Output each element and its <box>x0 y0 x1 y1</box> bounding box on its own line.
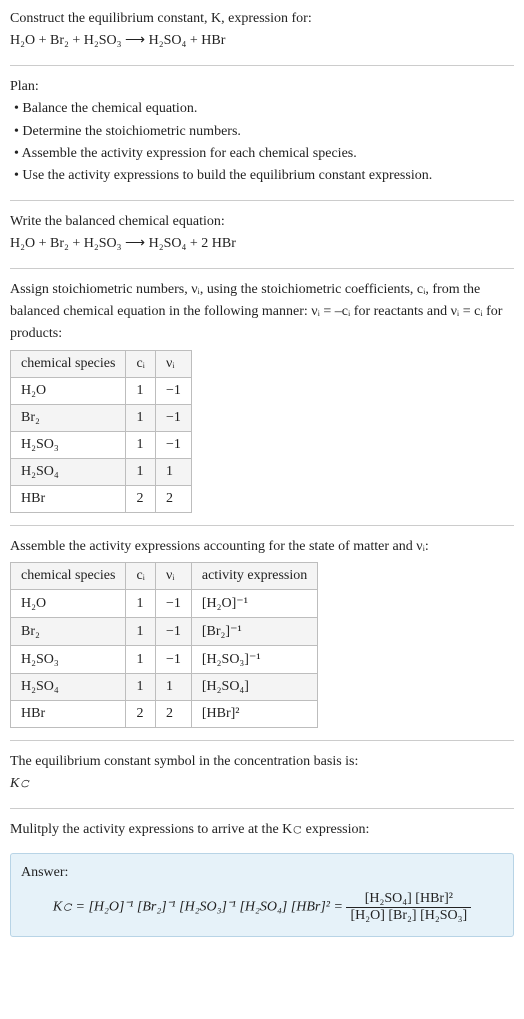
table-header: cᵢ <box>126 563 156 590</box>
table-cell: −1 <box>155 431 191 458</box>
eqsymbol-text: The equilibrium constant symbol in the c… <box>10 751 514 773</box>
table-cell: 1 <box>126 377 156 404</box>
table-cell: 1 <box>126 431 156 458</box>
table-header: activity expression <box>191 563 317 590</box>
answer-lhs: K𝚌 = [H₂O]⁻¹ [Br₂]⁻¹ [H₂SO₃]⁻¹ [H₂SO₄] [… <box>53 899 347 914</box>
table-cell: 1 <box>126 674 156 701</box>
activity-block: Assemble the activity expressions accoun… <box>10 536 514 728</box>
table-cell: −1 <box>155 618 191 646</box>
plan-item: • Determine the stoichiometric numbers. <box>10 121 514 143</box>
table-header: chemical species <box>11 563 126 590</box>
table-row: H₂O 1 −1 [H₂O]⁻¹ <box>11 590 318 618</box>
table-cell: HBr <box>11 485 126 512</box>
table-row: Br₂ 1 −1 <box>11 404 192 431</box>
answer-box: Answer: K𝚌 = [H₂O]⁻¹ [Br₂]⁻¹ [H₂SO₃]⁻¹ [… <box>10 853 514 936</box>
table-header: νᵢ <box>155 350 191 377</box>
table-cell: [H₂SO₄] <box>191 674 317 701</box>
balanced-block: Write the balanced chemical equation: H₂… <box>10 211 514 256</box>
table-cell: H₂SO₄ <box>11 674 126 701</box>
plan-item: • Balance the chemical equation. <box>10 98 514 120</box>
table-cell: H₂SO₃ <box>11 646 126 674</box>
plan-item: • Assemble the activity expression for e… <box>10 143 514 165</box>
table-cell: −1 <box>155 590 191 618</box>
divider <box>10 200 514 201</box>
plan-heading: Plan: <box>10 76 514 98</box>
divider <box>10 808 514 809</box>
table-cell: 2 <box>155 485 191 512</box>
plan-item: • Use the activity expressions to build … <box>10 165 514 187</box>
divider <box>10 525 514 526</box>
balanced-equation: H₂O + Br₂ + H₂SO₃ ⟶ H₂SO₄ + 2 HBr <box>10 233 514 255</box>
activity-table: chemical species cᵢ νᵢ activity expressi… <box>10 562 318 728</box>
table-row: H₂SO₄ 1 1 <box>11 458 192 485</box>
table-header: chemical species <box>11 350 126 377</box>
answer-label: Answer: <box>21 862 503 884</box>
eqsymbol-value: K𝚌 <box>10 773 514 795</box>
table-row: H₂SO₄ 1 1 [H₂SO₄] <box>11 674 318 701</box>
table-row: Br₂ 1 −1 [Br₂]⁻¹ <box>11 618 318 646</box>
table-cell: HBr <box>11 701 126 728</box>
table-cell: H₂O <box>11 377 126 404</box>
table-cell: −1 <box>155 377 191 404</box>
table-cell: 1 <box>126 458 156 485</box>
table-cell: 2 <box>126 701 156 728</box>
table-cell: [Br₂]⁻¹ <box>191 618 317 646</box>
table-cell: 1 <box>126 404 156 431</box>
divider <box>10 65 514 66</box>
stoich-table: chemical species cᵢ νᵢ H₂O 1 −1 Br₂ 1 −1… <box>10 350 192 513</box>
divider <box>10 268 514 269</box>
table-row: H₂O 1 −1 <box>11 377 192 404</box>
divider <box>10 740 514 741</box>
table-cell: [H₂O]⁻¹ <box>191 590 317 618</box>
table-cell: Br₂ <box>11 404 126 431</box>
table-cell: H₂O <box>11 590 126 618</box>
table-cell: −1 <box>155 646 191 674</box>
table-row: HBr 2 2 <box>11 485 192 512</box>
activity-text: Assemble the activity expressions accoun… <box>10 536 514 558</box>
table-header: νᵢ <box>155 563 191 590</box>
answer-formula: K𝚌 = [H₂O]⁻¹ [Br₂]⁻¹ [H₂SO₃]⁻¹ [H₂SO₄] [… <box>21 891 503 924</box>
table-cell: 2 <box>126 485 156 512</box>
table-row: H₂SO₃ 1 −1 <box>11 431 192 458</box>
table-header: cᵢ <box>126 350 156 377</box>
table-cell: [H₂SO₃]⁻¹ <box>191 646 317 674</box>
table-cell: 1 <box>155 458 191 485</box>
table-cell: 1 <box>155 674 191 701</box>
multiply-text: Mulitply the activity expressions to arr… <box>10 819 514 841</box>
multiply-block: Mulitply the activity expressions to arr… <box>10 819 514 841</box>
table-cell: 1 <box>126 590 156 618</box>
table-cell: H₂SO₄ <box>11 458 126 485</box>
table-row: HBr 2 2 [HBr]² <box>11 701 318 728</box>
intro-prompt: Construct the equilibrium constant, K, e… <box>10 8 514 30</box>
table-cell: 1 <box>126 618 156 646</box>
intro-equation: H₂O + Br₂ + H₂SO₃ ⟶ H₂SO₄ + HBr <box>10 30 514 52</box>
eqsymbol-block: The equilibrium constant symbol in the c… <box>10 751 514 796</box>
table-cell: −1 <box>155 404 191 431</box>
stoich-text: Assign stoichiometric numbers, νᵢ, using… <box>10 279 514 346</box>
answer-denominator: [H₂O] [Br₂] [H₂SO₃] <box>346 908 471 924</box>
answer-fraction: [H₂SO₄] [HBr]² [H₂O] [Br₂] [H₂SO₃] <box>346 891 471 924</box>
intro-block: Construct the equilibrium constant, K, e… <box>10 8 514 53</box>
table-cell: H₂SO₃ <box>11 431 126 458</box>
answer-numerator: [H₂SO₄] [HBr]² <box>346 891 471 908</box>
plan-block: Plan: • Balance the chemical equation. •… <box>10 76 514 188</box>
table-cell: 2 <box>155 701 191 728</box>
table-cell: 1 <box>126 646 156 674</box>
balanced-heading: Write the balanced chemical equation: <box>10 211 514 233</box>
table-header-row: chemical species cᵢ νᵢ activity expressi… <box>11 563 318 590</box>
table-header-row: chemical species cᵢ νᵢ <box>11 350 192 377</box>
table-row: H₂SO₃ 1 −1 [H₂SO₃]⁻¹ <box>11 646 318 674</box>
table-cell: Br₂ <box>11 618 126 646</box>
table-cell: [HBr]² <box>191 701 317 728</box>
stoich-block: Assign stoichiometric numbers, νᵢ, using… <box>10 279 514 513</box>
